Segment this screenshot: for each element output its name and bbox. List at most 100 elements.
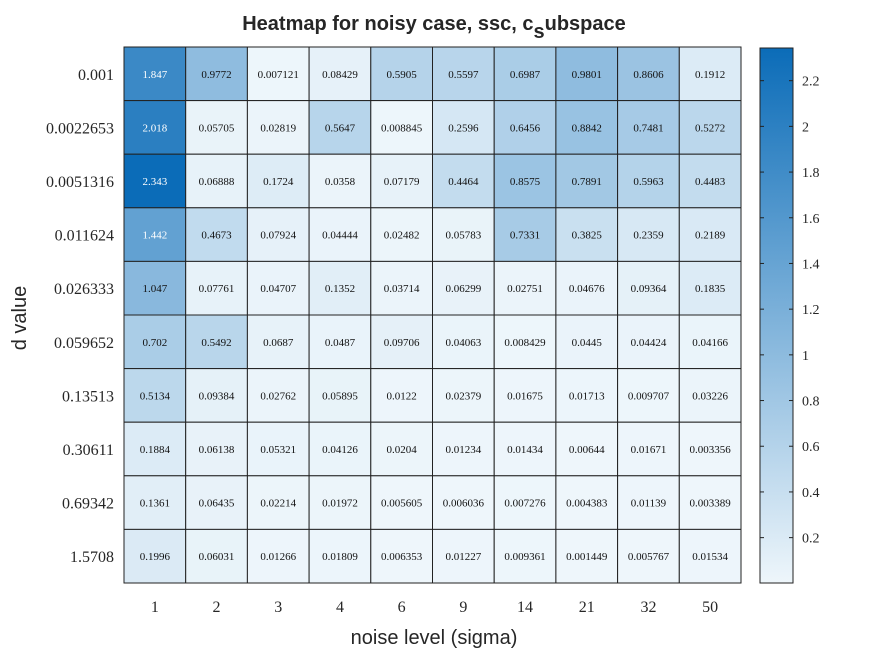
heatmap-cell <box>370 153 433 209</box>
chart-title-subscript: s <box>533 21 544 43</box>
cell-value-label: 2.343 <box>142 176 167 188</box>
x-tick-label: 3 <box>274 599 282 616</box>
cell-value-label: 0.0204 <box>387 444 418 456</box>
heatmap-cell <box>493 153 557 209</box>
cell-value-label: 0.1724 <box>263 176 294 188</box>
heatmap-cell <box>246 260 310 316</box>
heatmap-cell <box>123 46 187 102</box>
heatmap-cell <box>678 475 742 530</box>
heatmap-cell <box>308 528 372 584</box>
heatmap-cell <box>185 46 248 102</box>
cell-value-label: 0.004383 <box>566 498 608 510</box>
heatmap-cell <box>185 528 248 584</box>
cell-value-label: 0.09706 <box>384 337 420 349</box>
x-tick-label: 1 <box>151 599 159 616</box>
heatmap-cell <box>617 368 680 423</box>
cell-value-label: 0.06031 <box>199 551 235 563</box>
cell-value-label: 1.442 <box>142 230 167 242</box>
cell-value-label: 0.01266 <box>260 551 296 563</box>
y-tick-label: 0.69342 <box>62 496 114 513</box>
heatmap-cell <box>432 207 495 262</box>
y-tick-label: 0.0022653 <box>46 120 114 137</box>
cell-value-label: 0.001449 <box>566 551 608 563</box>
cell-value-label: 0.02819 <box>260 122 296 134</box>
heatmap-cell <box>370 475 433 530</box>
cell-value-label: 0.07761 <box>199 283 235 295</box>
cell-value-label: 0.3825 <box>572 230 603 242</box>
cell-value-label: 0.05321 <box>260 444 296 456</box>
colorbar-tick-label: 2.2 <box>802 75 820 90</box>
colorbar-tick-label: 0.4 <box>802 486 820 501</box>
cell-value-label: 0.005605 <box>381 498 423 510</box>
x-tick-label: 50 <box>702 599 718 616</box>
heatmap-cell <box>678 260 742 316</box>
y-tick-label: 0.0051316 <box>46 174 114 191</box>
chart-title: Heatmap for noisy case, ssc, csubspace <box>242 13 626 43</box>
y-tick-label: 0.011624 <box>55 228 114 245</box>
cell-value-label: 0.02762 <box>260 390 296 402</box>
heatmap-cell <box>617 421 680 477</box>
cell-value-label: 0.1352 <box>325 283 355 295</box>
cell-value-label: 0.005767 <box>628 551 670 563</box>
x-tick-label: 2 <box>213 599 221 616</box>
cell-value-label: 1.047 <box>142 283 167 295</box>
chart-title-main: Heatmap for noisy case, ssc, c <box>242 13 533 35</box>
heatmap-cell <box>617 153 680 209</box>
heatmap-cell <box>678 207 742 262</box>
heatmap-cell <box>185 260 248 316</box>
y-tick-label: 0.30611 <box>63 442 114 459</box>
y-tick-label: 0.026333 <box>54 281 114 298</box>
cell-value-label: 0.702 <box>142 337 167 349</box>
cell-value-label: 0.003356 <box>690 444 732 456</box>
cell-value-label: 0.02379 <box>445 390 481 402</box>
cell-value-label: 0.7891 <box>572 176 602 188</box>
colorbar-tick-label: 2 <box>802 120 809 135</box>
heatmap-cell <box>555 475 619 530</box>
heatmap-cell <box>555 260 619 316</box>
heatmap-cell <box>185 153 248 209</box>
cell-value-label: 0.01227 <box>445 551 481 563</box>
cell-value-label: 0.2596 <box>448 122 479 134</box>
heatmap-cell <box>308 475 372 530</box>
heatmap-cell <box>246 421 310 477</box>
y-tick-label: 1.5708 <box>70 549 114 566</box>
cell-value-label: 0.03714 <box>384 283 420 295</box>
heatmap-cell <box>493 421 557 477</box>
heatmap-cell <box>123 475 187 530</box>
heatmap-cell <box>246 46 310 102</box>
cell-value-label: 0.09384 <box>199 390 235 402</box>
cell-value-label: 0.07924 <box>260 230 296 242</box>
cell-value-label: 0.05783 <box>445 230 481 242</box>
cell-value-label: 0.8575 <box>510 176 541 188</box>
heatmap-cell <box>678 528 742 584</box>
cell-value-label: 0.5905 <box>387 69 418 81</box>
colorbar-tick-label: 0.8 <box>802 395 820 410</box>
cell-value-label: 0.04676 <box>569 283 605 295</box>
cell-value-label: 0.5272 <box>695 122 725 134</box>
cell-value-label: 0.03226 <box>692 390 728 402</box>
heatmap-cell <box>678 368 742 423</box>
heatmap-cell <box>617 475 680 530</box>
cell-value-label: 0.04424 <box>631 337 667 349</box>
cell-value-label: 0.01534 <box>692 551 728 563</box>
cell-value-label: 0.5492 <box>201 337 231 349</box>
cell-value-label: 0.02751 <box>507 283 543 295</box>
cell-value-label: 0.01972 <box>322 498 358 510</box>
heatmap-cell <box>617 100 680 155</box>
cell-value-label: 0.5647 <box>325 122 356 134</box>
colorbar: 0.2 0.4 0.6 0.8 1 1.2 1.4 1.6 1.8 2 2.2 <box>759 47 820 584</box>
heatmap-cell <box>308 368 372 423</box>
cell-value-label: 0.01809 <box>322 551 358 563</box>
heatmap-cell <box>617 314 680 370</box>
heatmap-cell <box>370 528 433 584</box>
heatmap-cell <box>432 528 495 584</box>
heatmap-cell <box>185 100 248 155</box>
cell-value-label: 0.009361 <box>504 551 545 563</box>
cell-value-label: 0.008429 <box>504 337 546 349</box>
heatmap-cell <box>555 528 619 584</box>
cell-value-label: 0.7481 <box>633 122 663 134</box>
cell-value-label: 0.06299 <box>445 283 481 295</box>
heatmap-cell <box>185 421 248 477</box>
heatmap-cell <box>493 475 557 530</box>
